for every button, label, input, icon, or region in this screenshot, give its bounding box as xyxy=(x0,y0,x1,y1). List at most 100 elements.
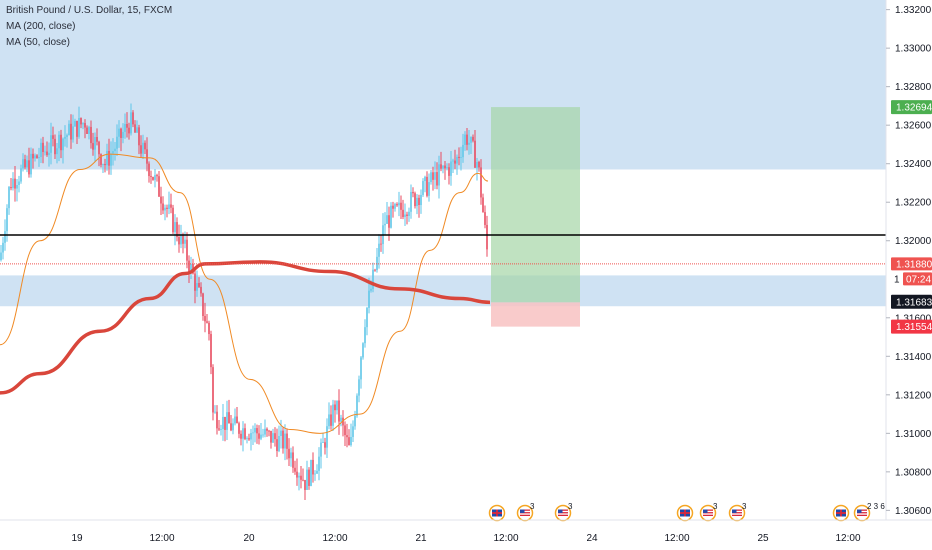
countdown-prefix: 1 xyxy=(894,274,900,285)
economic-event-badge[interactable]: 3 xyxy=(516,502,536,522)
economic-event-badge[interactable] xyxy=(488,504,506,522)
candle-body xyxy=(434,172,436,180)
candle-body xyxy=(320,442,322,457)
us-flag-canton xyxy=(732,509,737,513)
economic-event-badge[interactable]: 3 xyxy=(554,502,574,522)
candle-body xyxy=(396,204,398,206)
candle-body xyxy=(56,148,58,155)
candle-body xyxy=(402,209,404,217)
candle-body xyxy=(78,118,80,137)
candle-body xyxy=(94,136,96,150)
us-flag-canton xyxy=(520,509,525,513)
us-flag-stripe xyxy=(520,514,530,516)
candle-body xyxy=(60,134,62,151)
candle-body xyxy=(22,159,24,169)
candle-body xyxy=(160,196,162,204)
candle-body xyxy=(184,239,186,244)
candle-body xyxy=(96,136,98,142)
candle-body xyxy=(14,178,16,189)
us-flag-stripe xyxy=(558,512,568,514)
candle-body xyxy=(300,475,302,480)
price-axis-tick-label: 1.32400 xyxy=(895,159,932,170)
candle-body xyxy=(270,430,272,443)
candle-body xyxy=(208,322,210,335)
candle-body xyxy=(406,214,408,217)
us-flag-stripe xyxy=(520,509,530,511)
candle-body xyxy=(294,467,296,472)
candle-body xyxy=(416,197,418,207)
price-axis-ticks: 1.33200 1.33000 1.32800 1.32600 1.32400 1.322… xyxy=(886,5,932,517)
candle-body xyxy=(418,197,420,206)
candle-body xyxy=(284,433,286,449)
candle-body xyxy=(368,290,370,308)
candle-body xyxy=(404,214,406,217)
candle-body xyxy=(470,136,472,143)
candle-body xyxy=(58,134,60,149)
price-axis-tick-label: 1.31400 xyxy=(895,352,932,363)
candle-body xyxy=(254,428,256,433)
candle-body xyxy=(164,207,166,211)
candle-body xyxy=(326,426,328,448)
candle-body xyxy=(432,172,434,180)
bar-countdown-tag xyxy=(903,272,932,286)
time-axis-tick-label: 25 xyxy=(757,533,769,544)
long-position-loss-zone[interactable] xyxy=(491,302,580,327)
candle-body xyxy=(98,141,100,155)
candle-body xyxy=(216,411,218,429)
last-price-tag xyxy=(891,257,932,271)
uk-flag-cross xyxy=(496,509,498,517)
candles-layer xyxy=(0,103,488,501)
candle-body xyxy=(296,471,298,478)
candle-body xyxy=(122,131,124,138)
candle-body xyxy=(336,400,338,411)
candle-body xyxy=(444,165,446,169)
candle-body xyxy=(386,215,388,224)
candle-body xyxy=(292,452,294,468)
candle-body xyxy=(252,432,254,434)
candle-body xyxy=(162,203,164,211)
candle-body xyxy=(448,167,450,176)
candle-body xyxy=(80,118,82,125)
economic-events-layer[interactable]: 3 3 3 3 2 3 6 xyxy=(488,502,886,522)
upper-supply-zone xyxy=(0,0,886,170)
ma-200-legend[interactable]: MA (200, close) xyxy=(6,21,76,32)
candle-body xyxy=(328,414,330,427)
candle-body xyxy=(128,127,130,134)
candle-body xyxy=(44,151,46,153)
candle-body xyxy=(204,315,206,322)
price-axis-tick-label: 1.32200 xyxy=(895,198,932,209)
candle-body xyxy=(144,142,146,150)
economic-event-badge[interactable]: 3 xyxy=(699,502,719,522)
economic-event-badge[interactable] xyxy=(676,504,694,522)
candle-body xyxy=(230,423,232,431)
long-position-profit-zone[interactable] xyxy=(491,107,580,303)
economic-event-badge[interactable]: 2 3 6 xyxy=(853,502,886,522)
candle-body xyxy=(312,459,314,475)
us-flag-stripe xyxy=(703,514,713,516)
economic-event-badge[interactable] xyxy=(832,504,850,522)
candle-body xyxy=(158,176,160,197)
candle-body xyxy=(424,176,426,182)
candle-body xyxy=(110,153,112,166)
candle-body xyxy=(304,480,306,490)
candle-body xyxy=(194,273,196,291)
candle-body xyxy=(114,148,116,152)
candle-body xyxy=(118,128,120,137)
price-axis-tick-label: 1.30600 xyxy=(895,506,932,517)
symbol-legend[interactable]: British Pound / U.S. Dollar, 15, FXCM xyxy=(6,5,173,16)
candle-body xyxy=(6,208,8,232)
time-axis[interactable]: 19 12:00 20 12:00 21 12:00 24 12:00 25 12:00 xyxy=(0,519,932,544)
time-axis-tick-label: 12:00 xyxy=(493,533,518,544)
bar-countdown-label: 07:24 xyxy=(906,274,931,285)
candle-body xyxy=(426,176,428,196)
time-axis-tick-label: 12:00 xyxy=(835,533,860,544)
us-flag-stripe xyxy=(857,512,867,514)
candle-body xyxy=(64,136,66,139)
economic-event-badge[interactable]: 3 xyxy=(728,502,748,522)
candle-body xyxy=(438,164,440,186)
candle-body xyxy=(240,433,242,439)
candle-body xyxy=(374,269,376,271)
candle-body xyxy=(378,243,380,257)
ma-50-legend[interactable]: MA (50, close) xyxy=(6,37,70,48)
